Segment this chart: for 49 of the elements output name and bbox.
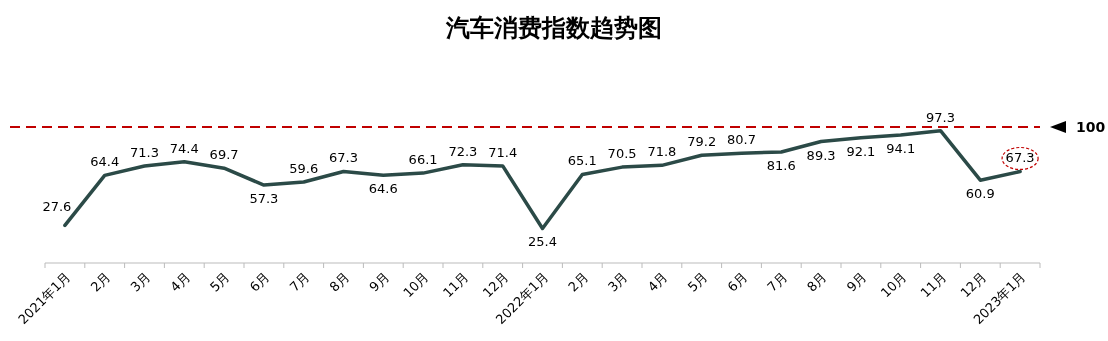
data-label: 64.6 [368,181,398,197]
x-tick-label: 9月 [843,268,870,295]
data-label: 66.1 [408,152,438,168]
x-tick-label: 6月 [724,268,751,295]
data-label: 65.1 [567,153,597,169]
x-tick-label: 5月 [207,268,233,295]
data-label: 71.4 [488,144,518,160]
data-label: 59.6 [289,160,319,176]
x-tick-label: 6月 [246,268,273,295]
x-tick-label: 3月 [127,268,154,295]
chart-title: 汽车消费指数趋势图 [445,14,662,42]
data-label: 97.3 [926,109,955,125]
x-tick-label: 10月 [400,268,432,301]
data-label: 94.1 [886,141,916,157]
x-tick-label: 4月 [644,268,671,295]
x-tick-label: 7月 [764,268,790,295]
x-tick-label: 10月 [877,268,910,301]
data-label: 74.4 [169,140,199,156]
x-tick-label: 7月 [286,268,313,295]
data-label: 71.3 [130,145,159,161]
x-tick-label: 3月 [605,268,631,295]
data-label: 27.6 [42,199,72,215]
x-tick-label: 11月 [440,268,472,301]
data-label: 25.4 [528,234,557,250]
data-label: 79.2 [687,134,717,150]
data-label: 60.9 [965,186,995,202]
data-label: 71.8 [647,144,677,160]
data-label: 89.3 [806,147,836,163]
data-label: 80.7 [727,132,756,148]
data-label: 64.4 [90,154,120,170]
data-label: 69.7 [209,147,239,163]
data-label: 70.5 [607,146,637,162]
x-tick-label: 4月 [167,268,193,295]
x-tick-label: 8月 [804,268,830,295]
ref-line-label: 100 [1076,119,1106,135]
x-tick-label: 8月 [326,268,353,295]
data-label: 72.3 [448,143,478,159]
data-label: 67.3 [329,150,358,166]
x-tick-label: 12月 [957,268,989,301]
x-tick-label: 9月 [366,268,392,295]
x-tick-label: 2月 [87,268,114,295]
x-tick-label: 11月 [917,268,950,301]
data-label: 67.3 [1005,150,1035,166]
data-label: 81.6 [766,158,796,174]
x-tick-label: 12月 [479,268,512,301]
x-tick-label: 2月 [565,268,591,295]
x-tick-label: 5月 [684,268,711,295]
data-label: 92.1 [846,143,876,159]
data-label: 57.3 [249,191,279,207]
